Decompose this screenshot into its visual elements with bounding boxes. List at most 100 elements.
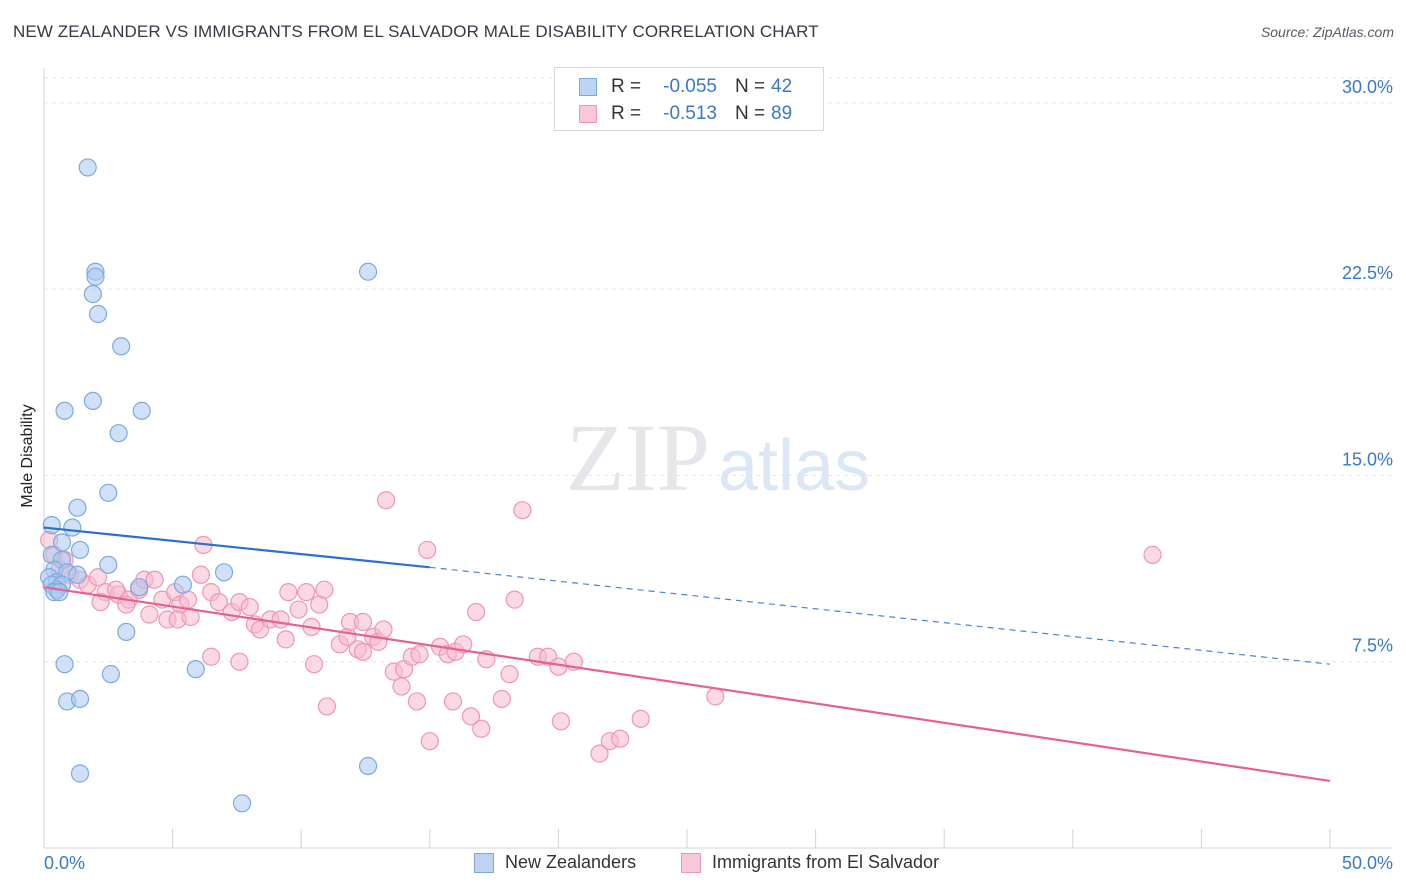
point-el-salvador — [420, 732, 439, 751]
point-el-salvador — [706, 687, 725, 706]
point-el-salvador — [551, 712, 571, 731]
x-tick-label: 50.0% — [1342, 853, 1393, 873]
correlation-legend: R = -0.055 N = 42 R = -0.513 N = 89 — [554, 67, 824, 131]
point-new-zealanders — [83, 284, 102, 304]
legend-swatch-pink — [579, 105, 597, 123]
point-new-zealanders — [130, 578, 149, 597]
point-el-salvador — [240, 597, 259, 617]
point-el-salvador — [191, 565, 210, 584]
source-label: Source: ZipAtlas.com — [1260, 24, 1394, 40]
legend-item-new-zealanders: New Zealanders — [474, 852, 636, 873]
y-axis-label: Male Disability — [19, 404, 36, 508]
point-el-salvador — [140, 605, 159, 624]
point-new-zealanders — [99, 483, 118, 502]
point-el-salvador — [230, 652, 249, 671]
point-el-salvador — [353, 642, 373, 661]
legend-swatch-pink — [681, 852, 701, 873]
point-el-salvador — [353, 612, 373, 632]
trend-lines — [43, 526, 1331, 783]
series-legend: New Zealanders Immigrants from El Salvad… — [0, 852, 1406, 876]
point-el-salvador — [443, 692, 463, 711]
point-new-zealanders — [109, 424, 128, 443]
point-new-zealanders — [214, 563, 234, 582]
legend-swatch-blue — [474, 852, 494, 873]
point-el-salvador — [376, 491, 396, 510]
point-new-zealanders — [78, 158, 97, 177]
legend-label: New Zealanders — [505, 852, 637, 872]
point-el-salvador — [505, 590, 524, 609]
point-el-salvador — [297, 583, 316, 602]
point-new-zealanders — [132, 401, 151, 420]
watermark-zip: ZIP — [566, 404, 710, 511]
x-tick-label: 0.0% — [44, 853, 85, 873]
point-new-zealanders — [55, 655, 74, 674]
legend-item-el-salvador: Immigrants from El Salvador — [681, 852, 939, 873]
point-new-zealanders — [83, 391, 102, 411]
series-new-zealanders — [40, 158, 378, 813]
point-el-salvador — [315, 580, 334, 599]
tick-labels: 7.5% 15.0% 22.5% 30.0% 0.0% 50.0% — [44, 77, 1393, 873]
watermark: ZIP atlas — [566, 404, 870, 511]
point-new-zealanders — [88, 304, 108, 324]
point-new-zealanders — [70, 764, 90, 783]
watermark-atlas: atlas — [718, 426, 870, 506]
legend-label: Immigrants from El Salvador — [712, 852, 940, 872]
point-el-salvador — [1143, 545, 1162, 565]
point-el-salvador — [91, 592, 110, 612]
point-el-salvador — [289, 600, 308, 619]
point-el-salvador — [88, 568, 108, 587]
point-el-salvador — [500, 665, 519, 684]
point-el-salvador — [492, 689, 511, 709]
point-new-zealanders — [112, 337, 131, 356]
point-new-zealanders — [186, 660, 205, 679]
point-el-salvador — [304, 655, 324, 674]
point-el-salvador — [454, 635, 473, 654]
trend-line-new-zealanders — [43, 526, 430, 569]
legend-r-value: -0.513 — [663, 103, 717, 124]
point-el-salvador — [392, 677, 411, 696]
point-el-salvador — [407, 692, 427, 711]
point-new-zealanders — [68, 565, 87, 584]
legend-n-label: N = — [735, 76, 766, 97]
point-new-zealanders — [358, 756, 378, 776]
point-el-salvador — [513, 501, 532, 520]
point-new-zealanders — [50, 583, 69, 602]
legend-n-value: 42 — [771, 76, 793, 97]
point-el-salvador — [472, 719, 491, 738]
trend-line-new-zealanders-extension — [429, 566, 1331, 665]
point-el-salvador — [271, 610, 290, 629]
legend-n-value: 89 — [771, 103, 793, 124]
grid-lines — [44, 77, 1392, 663]
point-new-zealanders — [70, 540, 90, 560]
point-new-zealanders — [173, 575, 192, 594]
legend-r-value: -0.055 — [663, 76, 717, 97]
point-new-zealanders — [101, 665, 120, 684]
point-new-zealanders — [70, 689, 90, 709]
point-el-salvador — [631, 709, 650, 728]
point-el-salvador — [461, 707, 481, 726]
legend-r-label: R = — [611, 103, 642, 124]
point-el-salvador — [466, 602, 486, 622]
point-el-salvador — [145, 570, 164, 589]
point-el-salvador — [611, 729, 630, 748]
point-new-zealanders — [232, 794, 252, 813]
point-el-salvador — [279, 583, 298, 602]
trend-line-el-salvador — [43, 586, 1331, 783]
point-el-salvador — [317, 697, 337, 716]
point-new-zealanders — [99, 555, 118, 574]
y-tick-label: 15.0% — [1342, 449, 1393, 469]
y-tick-label: 30.0% — [1342, 77, 1393, 97]
legend-row-el-salvador: R = -0.513 N = 89 — [579, 103, 792, 125]
point-el-salvador — [374, 620, 393, 639]
point-el-salvador — [410, 645, 429, 664]
series-immigrants-el-salvador — [40, 491, 1162, 763]
y-tick-label: 22.5% — [1342, 263, 1393, 283]
point-new-zealanders — [42, 515, 61, 535]
chart-title: NEW ZEALANDER VS IMMIGRANTS FROM EL SALV… — [13, 22, 819, 41]
legend-r-label: R = — [611, 76, 642, 97]
point-el-salvador — [418, 540, 437, 560]
point-new-zealanders — [86, 267, 105, 286]
legend-swatch-blue — [579, 78, 597, 96]
point-new-zealanders — [68, 498, 87, 517]
